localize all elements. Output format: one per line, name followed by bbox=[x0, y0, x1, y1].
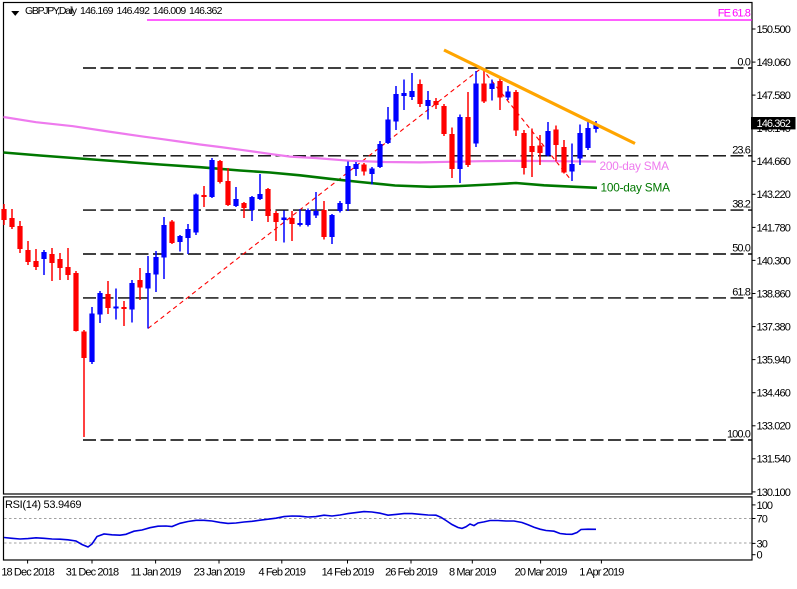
svg-text:11 Jan 2019: 11 Jan 2019 bbox=[131, 567, 182, 579]
svg-text:131.540: 131.540 bbox=[757, 454, 791, 466]
svg-text:133.020: 133.020 bbox=[757, 421, 791, 433]
svg-text:137.380: 137.380 bbox=[757, 322, 791, 334]
svg-text:20 Mar 2019: 20 Mar 2019 bbox=[515, 567, 568, 579]
svg-text:100.0: 100.0 bbox=[727, 429, 751, 441]
svg-text:147.580: 147.580 bbox=[757, 90, 791, 102]
svg-text:149.060: 149.060 bbox=[757, 57, 791, 69]
svg-text:8 Mar 2019: 8 Mar 2019 bbox=[449, 567, 496, 579]
svg-text:138.860: 138.860 bbox=[757, 288, 791, 300]
svg-text:1 Apr 2019: 1 Apr 2019 bbox=[579, 567, 624, 579]
svg-text:143.220: 143.220 bbox=[757, 189, 791, 201]
svg-text:100-day SMA: 100-day SMA bbox=[601, 181, 671, 195]
svg-text:4 Feb 2019: 4 Feb 2019 bbox=[258, 567, 305, 579]
svg-text:146.492: 146.492 bbox=[117, 5, 151, 17]
svg-text:144.660: 144.660 bbox=[757, 156, 791, 168]
svg-text:38.2: 38.2 bbox=[732, 199, 751, 211]
svg-text:26 Feb 2019: 26 Feb 2019 bbox=[385, 567, 438, 579]
svg-text:130.100: 130.100 bbox=[757, 487, 791, 499]
svg-text:50.0: 50.0 bbox=[732, 243, 751, 255]
svg-text:135.940: 135.940 bbox=[757, 355, 791, 367]
svg-text:23.6: 23.6 bbox=[732, 144, 751, 156]
svg-text:FE 61.8: FE 61.8 bbox=[718, 8, 751, 20]
svg-text:GBPJPY,Daily: GBPJPY,Daily bbox=[25, 5, 78, 17]
svg-text:141.780: 141.780 bbox=[757, 222, 791, 234]
svg-text:140.300: 140.300 bbox=[757, 255, 791, 267]
svg-text:200-day SMA: 200-day SMA bbox=[600, 159, 670, 173]
svg-text:146.362: 146.362 bbox=[189, 5, 223, 17]
svg-text:23 Jan 2019: 23 Jan 2019 bbox=[194, 567, 245, 579]
svg-text:70: 70 bbox=[757, 513, 768, 525]
svg-text:146.009: 146.009 bbox=[153, 5, 187, 17]
svg-text:14 Feb 2019: 14 Feb 2019 bbox=[322, 567, 375, 579]
svg-text:146.362: 146.362 bbox=[757, 118, 791, 130]
svg-text:30: 30 bbox=[757, 538, 768, 550]
svg-text:134.460: 134.460 bbox=[757, 388, 791, 400]
svg-text:146.169: 146.169 bbox=[80, 5, 114, 17]
svg-text:61.8: 61.8 bbox=[732, 286, 751, 298]
svg-text:0.0: 0.0 bbox=[737, 57, 750, 69]
svg-text:31 Dec 2018: 31 Dec 2018 bbox=[66, 567, 119, 579]
svg-text:0: 0 bbox=[757, 550, 763, 562]
svg-text:100: 100 bbox=[757, 500, 773, 512]
svg-text:150.500: 150.500 bbox=[757, 24, 791, 36]
svg-text:18 Dec 2018: 18 Dec 2018 bbox=[1, 567, 54, 579]
svg-text:RSI(14) 53.9469: RSI(14) 53.9469 bbox=[5, 499, 81, 511]
